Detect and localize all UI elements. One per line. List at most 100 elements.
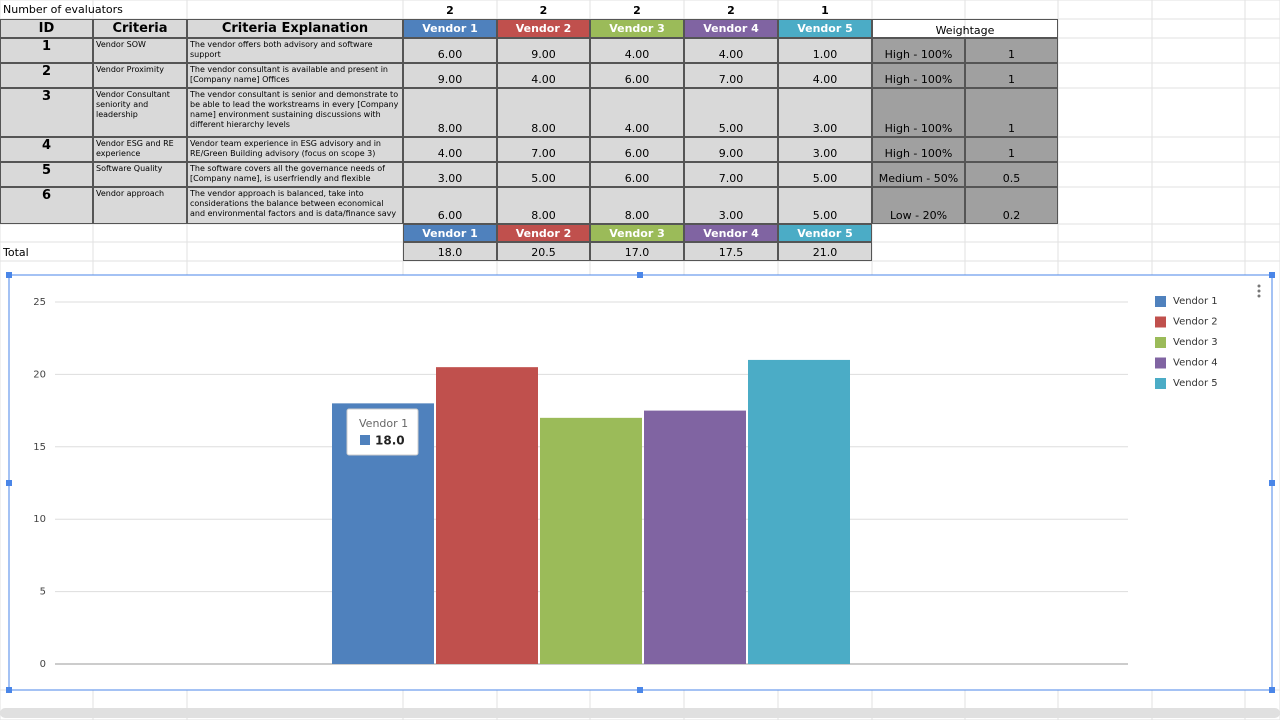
evaluator-count: 2 — [633, 4, 641, 17]
row-id: 3 — [0, 88, 93, 137]
resize-handle — [6, 272, 12, 278]
score: 8.00 — [497, 88, 590, 137]
weight-value: 1 — [965, 63, 1058, 88]
tooltip-value: 18.0 — [375, 434, 405, 448]
row-id: 6 — [0, 187, 93, 224]
y-tick-label: 15 — [33, 442, 46, 453]
legend-label: Vendor 4 — [1173, 358, 1218, 369]
vendor-header: Vendor 4 — [684, 224, 778, 242]
row-explanation: Vendor team experience in ESG advisory a… — [187, 137, 403, 162]
row-criteria: Software Quality — [93, 162, 187, 187]
bar — [436, 367, 538, 664]
score: 3.00 — [778, 137, 872, 162]
score: 5.00 — [778, 162, 872, 187]
weight-label: Low - 20% — [872, 187, 965, 224]
score: 3.00 — [778, 88, 872, 137]
score: 9.00 — [684, 137, 778, 162]
y-tick-label: 0 — [40, 659, 46, 670]
total-value: 17.5 — [684, 242, 778, 261]
row-criteria: Vendor Consultant seniority and leadersh… — [93, 88, 187, 137]
total-value: 17.0 — [590, 242, 684, 261]
legend-swatch — [1155, 316, 1166, 328]
vendor-header: Vendor 3 — [590, 19, 684, 38]
evaluator-count: 2 — [539, 4, 548, 17]
row-explanation: The software covers all the governance n… — [187, 162, 403, 187]
vendor-header: Vendor 5 — [778, 19, 872, 38]
legend-swatch — [1155, 357, 1166, 369]
score: 9.00 — [403, 63, 497, 88]
bar — [540, 417, 642, 664]
score: 6.00 — [590, 137, 684, 162]
score: 4.00 — [497, 63, 590, 88]
bar — [748, 359, 850, 664]
score: 4.00 — [684, 38, 778, 63]
total-label: Total — [3, 246, 29, 259]
resize-handle — [1269, 687, 1275, 693]
weight-label: High - 100% — [872, 88, 965, 137]
column-header: ID — [0, 19, 93, 38]
score: 1.00 — [778, 38, 872, 63]
vendor-header: Vendor 3 — [590, 224, 684, 242]
y-tick-label: 5 — [40, 587, 46, 598]
score: 6.00 — [403, 38, 497, 63]
row-id: 5 — [0, 162, 93, 187]
vendor-header: Vendor 1 — [403, 19, 497, 38]
row-criteria: Vendor approach — [93, 187, 187, 224]
score: 4.00 — [590, 88, 684, 137]
weight-value: 0.5 — [965, 162, 1058, 187]
row-explanation: The vendor offers both advisory and soft… — [187, 38, 403, 63]
resize-handle — [6, 480, 12, 486]
weight-label: High - 100% — [872, 137, 965, 162]
resize-handle — [637, 272, 643, 278]
score: 8.00 — [403, 88, 497, 137]
evaluators-label: Number of evaluators — [3, 3, 123, 16]
bar — [644, 410, 746, 664]
score: 4.00 — [778, 63, 872, 88]
total-value: 20.5 — [497, 242, 590, 261]
score: 8.00 — [497, 187, 590, 224]
score: 6.00 — [590, 63, 684, 88]
score: 5.00 — [778, 187, 872, 224]
score: 5.00 — [497, 162, 590, 187]
total-value: 18.0 — [403, 242, 497, 261]
vendor-header: Vendor 4 — [684, 19, 778, 38]
row-id: 2 — [0, 63, 93, 88]
weightage-header: Weightage — [872, 19, 1058, 38]
score: 4.00 — [590, 38, 684, 63]
row-id: 4 — [0, 137, 93, 162]
weight-value: 1 — [965, 137, 1058, 162]
score: 7.00 — [684, 63, 778, 88]
score: 8.00 — [590, 187, 684, 224]
vendor-header: Vendor 2 — [497, 19, 590, 38]
score: 4.00 — [403, 137, 497, 162]
score: 5.00 — [684, 88, 778, 137]
weight-label: High - 100% — [872, 38, 965, 63]
y-tick-label: 20 — [33, 369, 46, 380]
resize-handle — [1269, 480, 1275, 486]
column-header: Criteria — [93, 19, 187, 38]
score: 3.00 — [684, 187, 778, 224]
scrollbar — [0, 708, 1280, 718]
resize-handle — [1269, 272, 1275, 278]
tooltip-title: Vendor 1 — [359, 417, 408, 430]
legend-label: Vendor 3 — [1173, 337, 1218, 348]
score: 7.00 — [497, 137, 590, 162]
legend-swatch — [1155, 378, 1166, 389]
weight-label: High - 100% — [872, 63, 965, 88]
y-tick-label: 10 — [33, 514, 46, 525]
menu-dot — [1257, 284, 1261, 288]
score: 7.00 — [684, 162, 778, 187]
legend-label: Vendor 5 — [1173, 378, 1218, 389]
vendor-header: Vendor 1 — [403, 224, 497, 242]
row-criteria: Vendor SOW — [93, 38, 187, 63]
row-criteria: Vendor ESG and RE experience — [93, 137, 187, 162]
weight-value: 1 — [965, 88, 1058, 137]
total-value: 21.0 — [778, 242, 872, 261]
legend-swatch — [1155, 296, 1166, 307]
legend-label: Vendor 2 — [1173, 317, 1218, 328]
legend-swatch — [1155, 337, 1166, 348]
row-explanation: The vendor consultant is available and p… — [187, 63, 403, 88]
vendor-header: Vendor 5 — [778, 224, 872, 242]
menu-dot — [1257, 289, 1261, 293]
